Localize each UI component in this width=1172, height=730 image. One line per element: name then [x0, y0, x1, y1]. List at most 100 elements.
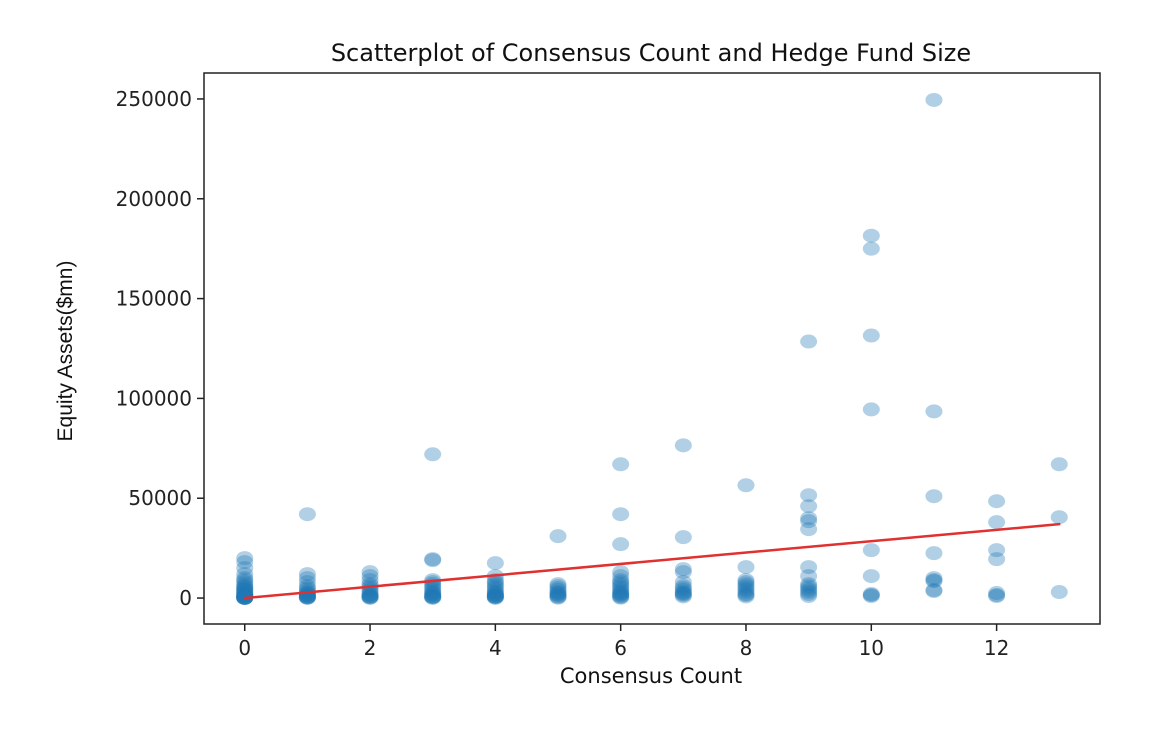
scatter-point [612, 581, 630, 596]
scatter-point [862, 569, 880, 584]
scatter-point [674, 589, 692, 604]
x-tick-label: 10 [859, 636, 884, 660]
scatter-point [424, 447, 442, 462]
scatter-point [737, 575, 755, 590]
scatter-point [424, 585, 442, 600]
scatter-point [612, 537, 630, 552]
scatter-point [800, 499, 818, 514]
scatter-point [800, 560, 818, 575]
scatter-point [424, 590, 442, 605]
scatter-point [361, 590, 379, 605]
scatter-point [612, 575, 630, 590]
x-tick-label: 4 [489, 636, 502, 660]
scatter-point [361, 581, 379, 596]
scatter-point [674, 579, 692, 594]
scatter-point [298, 571, 316, 586]
scatter-point [612, 507, 630, 522]
scatter-point [862, 228, 880, 243]
scatter-point [612, 589, 630, 604]
scatter-point [737, 589, 755, 604]
scatter-point [737, 587, 755, 602]
scatter-point [612, 569, 630, 584]
scatter-point [549, 590, 567, 605]
trend-line-group [243, 522, 1061, 600]
x-axis-label: Consensus Count [560, 664, 742, 688]
scatter-point [737, 585, 755, 600]
scatter-point [800, 577, 818, 592]
scatter-point [549, 587, 567, 602]
scatter-point [549, 589, 567, 604]
x-tick-label: 0 [238, 636, 251, 660]
plot-frame [203, 72, 1101, 625]
scatter-point [424, 590, 442, 605]
scatter-point [800, 587, 818, 602]
y-tick-label: 50000 [128, 486, 192, 510]
scatter-point [424, 589, 442, 604]
scatter-point [862, 402, 880, 417]
scatter-point [800, 579, 818, 594]
scatter-point [236, 582, 254, 597]
scatter-point [988, 515, 1006, 530]
scatter-point [486, 588, 504, 603]
scatter-point [549, 529, 567, 544]
scatter-point [674, 585, 692, 600]
scatter-point [988, 552, 1006, 567]
scatter-point [862, 589, 880, 604]
scatter-point [737, 583, 755, 598]
scatter-point [236, 589, 254, 604]
x-axis: 0 2 4 6 8 10 12 [238, 624, 1009, 660]
scatter-point [800, 334, 818, 349]
scatter-point [236, 588, 254, 603]
scatter-point [800, 589, 818, 604]
scatter-point [862, 543, 880, 558]
scatter-point [800, 581, 818, 596]
scatter-point [424, 588, 442, 603]
scatter-point [988, 586, 1006, 601]
scatter-point [612, 577, 630, 592]
y-axis: 0 50000 100000 150000 200000 250000 [116, 87, 204, 610]
scatter-point [737, 588, 755, 603]
scatter-point [361, 587, 379, 602]
scatter-point [486, 586, 504, 601]
scatter-point [737, 478, 755, 493]
scatter-point [298, 567, 316, 582]
scatter-point [800, 514, 818, 529]
scatter-point [298, 587, 316, 602]
scatter-point [236, 567, 254, 582]
scatter-point [925, 574, 943, 589]
y-tick-label: 250000 [116, 87, 192, 111]
scatter-point [800, 488, 818, 503]
scatter-point [486, 577, 504, 592]
scatter-point [674, 587, 692, 602]
scatter-point [1050, 510, 1068, 525]
scatter-point [862, 588, 880, 603]
scatter-point [549, 586, 567, 601]
plot-area: 0 50000 100000 150000 200000 250000 0 2 4 6 8 10 12 [116, 72, 1101, 660]
scatter-point [424, 553, 442, 568]
scatter-point [361, 569, 379, 584]
scatter-point [236, 555, 254, 570]
scatter-point [988, 494, 1006, 509]
scatter-point [486, 579, 504, 594]
scatter-point [612, 583, 630, 598]
x-tick-label: 12 [984, 636, 1009, 660]
scatter-point [862, 328, 880, 343]
scatter-point [486, 590, 504, 605]
scatter-point [424, 587, 442, 602]
scatter-point [800, 585, 818, 600]
scatter-point [674, 583, 692, 598]
scatter-point [862, 241, 880, 256]
scatter-point [674, 586, 692, 601]
scatter-point [988, 588, 1006, 603]
scatter-point [486, 590, 504, 605]
scatter-point [236, 585, 254, 600]
scatter-point [925, 573, 943, 588]
scatter-point [674, 588, 692, 603]
scatter-point [424, 589, 442, 604]
scatter-point [737, 581, 755, 596]
scatter-point [1050, 457, 1068, 472]
scatter-point [737, 560, 755, 575]
y-tick-label: 0 [179, 586, 192, 610]
scatter-point [298, 507, 316, 522]
